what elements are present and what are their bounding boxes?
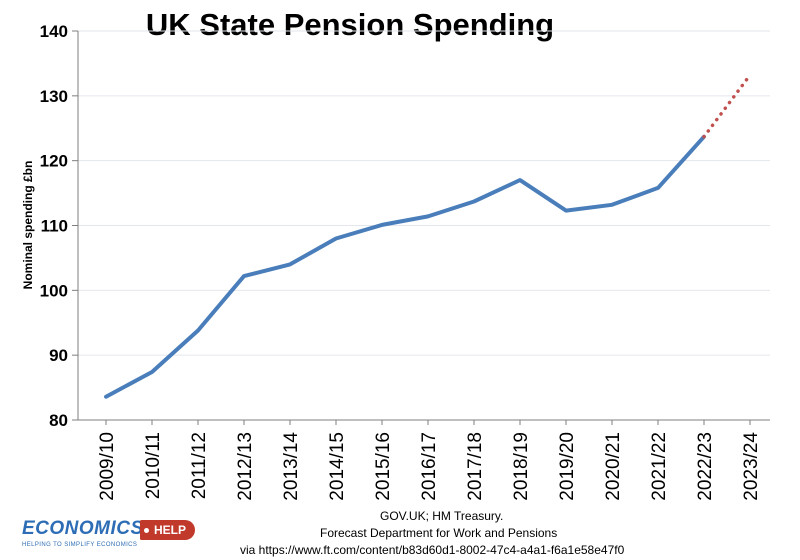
x-tick-label: 2022/23 — [695, 432, 716, 501]
spending-series-line — [104, 134, 706, 399]
logo-help-text: HELP — [154, 523, 187, 537]
x-tick-label: 2015/16 — [373, 432, 394, 501]
x-tick-label: 2011/12 — [189, 432, 210, 499]
source-line-3[interactable]: via https://www.ft.com/content/b83d60d1-… — [240, 543, 625, 557]
y-tick-label: 90 — [49, 346, 68, 365]
x-tick-label: 2009/10 — [97, 432, 118, 501]
y-tick-label: 130 — [40, 87, 68, 106]
logo-dot-icon — [144, 528, 149, 533]
x-tick-label: 2010/11 — [143, 432, 164, 499]
y-tick-label: 80 — [49, 411, 68, 430]
economics-help-logo[interactable]: ECONOMICS HELP HELPING TO SIMPLIFY ECONO… — [22, 518, 196, 558]
forecast-series-line — [702, 73, 752, 139]
y-axis-label: Nominal spending £bn — [21, 161, 35, 290]
y-tick-labels: 80 90 100 110 120 130 140 — [40, 22, 68, 430]
logo-wordmark: ECONOMICS — [22, 518, 144, 539]
x-tick-label: 2013/14 — [281, 432, 302, 501]
y-tick-label: 120 — [40, 152, 68, 171]
x-tick-label: 2019/20 — [557, 432, 578, 501]
x-tick-label: 2021/22 — [649, 432, 670, 501]
x-tick-label: 2023/24 — [741, 432, 762, 501]
chart-title: UK State Pension Spending — [146, 7, 554, 42]
source-line-1: GOV.UK; HM Treasury. — [380, 509, 504, 523]
y-tick-label: 140 — [40, 22, 68, 41]
gridlines — [78, 30, 770, 356]
x-tick-label: 2020/21 — [603, 432, 624, 501]
series-lines — [104, 73, 752, 399]
x-tick-label: 2016/17 — [419, 432, 440, 501]
x-tick-label: 2014/15 — [327, 432, 348, 501]
x-tick-label: 2017/18 — [465, 432, 486, 501]
x-tick-label: 2018/19 — [511, 432, 532, 501]
x-tick-label: 2012/13 — [235, 432, 256, 501]
logo-tagline: HELPING TO SIMPLIFY ECONOMICS — [22, 542, 138, 548]
logo-help-badge: HELP — [140, 520, 196, 540]
source-line-2: Forecast Department for Work and Pension… — [320, 526, 558, 540]
x-tick-labels: 2009/10 2010/11 2011/12 2012/13 2013/14 2014/… — [97, 432, 762, 501]
chart: UK State Pension Spending Nominal spendi… — [21, 7, 770, 501]
y-tick-label: 100 — [40, 281, 68, 300]
y-tick-label: 110 — [41, 217, 68, 236]
axes — [72, 30, 770, 425]
